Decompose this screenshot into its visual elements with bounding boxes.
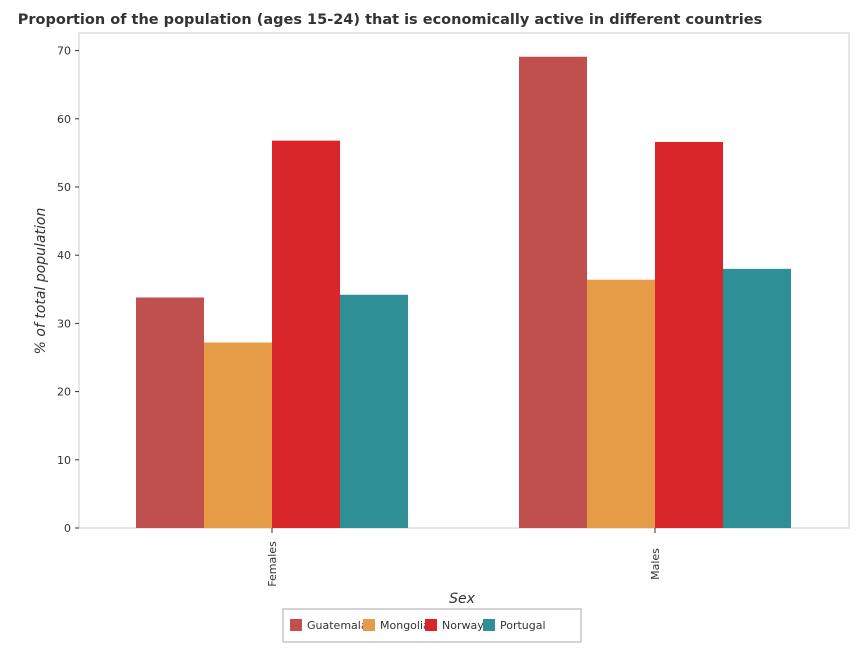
legend-label-norway: Norway	[442, 619, 484, 632]
legend-label-guatemala: Guatemala	[307, 619, 368, 632]
bar-portugal-females	[340, 294, 408, 528]
bar-mongolia-males	[587, 279, 655, 528]
x-tick-label: Females	[266, 541, 279, 587]
x-axis-label: Sex	[449, 591, 476, 607]
bar-guatemala-females	[136, 297, 204, 528]
x-axis: Females Males	[266, 528, 662, 587]
x-tick-label: Males	[649, 548, 662, 580]
legend-label-mongolia: Mongolia	[380, 619, 430, 632]
bars	[136, 56, 791, 528]
legend-swatch-norway	[425, 619, 437, 631]
bar-mongolia-females	[204, 342, 272, 528]
bar-portugal-males	[723, 268, 791, 528]
y-tick-label: 50	[57, 181, 71, 194]
legend-swatch-portugal	[483, 619, 495, 631]
bar-norway-females	[272, 140, 340, 528]
bar-guatemala-males	[519, 56, 587, 528]
bar-norway-males	[655, 141, 723, 528]
y-axis-label: % of total population	[33, 208, 49, 355]
legend-label-portugal: Portugal	[500, 619, 546, 632]
y-tick-label: 30	[57, 317, 71, 330]
y-axis: 0 10 20 30 40 50 60 70	[57, 45, 79, 535]
legend-swatch-guatemala	[290, 619, 302, 631]
y-tick-label: 70	[57, 45, 71, 58]
legend: Guatemala Mongolia Norway Portugal	[282, 608, 582, 643]
y-tick-label: 40	[57, 249, 71, 262]
legend-swatch-mongolia	[363, 619, 375, 631]
y-tick-label: 10	[57, 454, 71, 467]
y-tick-label: 60	[57, 113, 71, 126]
y-tick-label: 20	[57, 386, 71, 399]
y-tick-label: 0	[64, 522, 71, 535]
chart-title: Proportion of the population (ages 15-24…	[18, 12, 762, 28]
